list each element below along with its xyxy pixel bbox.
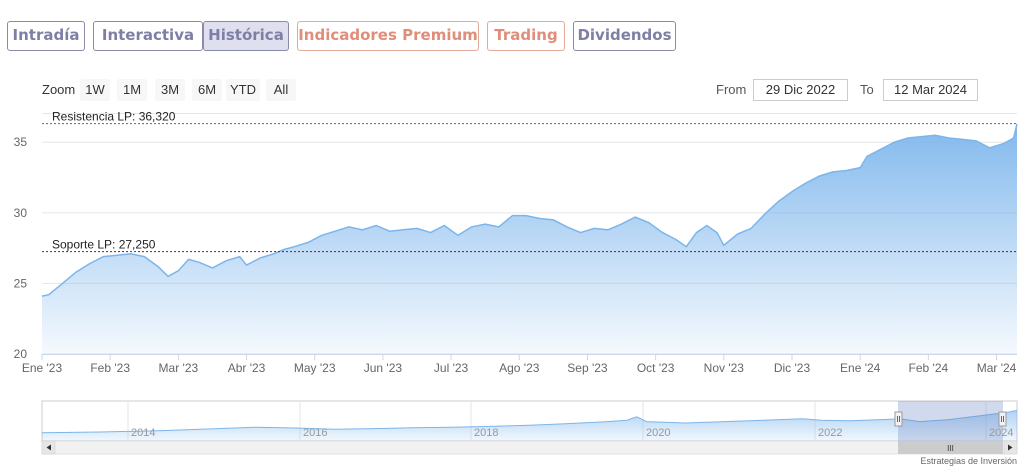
navigator-left-handle[interactable] <box>894 411 903 427</box>
scrollbar[interactable]: III <box>41 440 1018 455</box>
x-tick-label: Jun '23 <box>364 361 403 375</box>
y-tick-label: 25 <box>14 276 28 290</box>
tab-trading[interactable]: Trading <box>487 21 565 51</box>
navigator[interactable]: 2014 2016 2018 2020 2022 2024 <box>41 400 1018 442</box>
range-from-input[interactable]: 29 Dic 2022 <box>753 79 848 101</box>
annotation-label: Soporte LP: 27,250 <box>52 238 156 252</box>
chart-credits[interactable]: Estrategias de Inversión <box>920 456 1017 466</box>
price-line <box>41 123 1018 297</box>
y-tick-label: 35 <box>14 135 28 149</box>
navigator-year-label: 2022 <box>818 427 842 439</box>
navigator-line <box>41 409 1018 434</box>
navigator-year-label: 2016 <box>303 427 327 439</box>
x-tick-label: Feb '24 <box>909 361 949 375</box>
navigator-year-label: 2014 <box>131 427 155 439</box>
range-to-input[interactable]: 12 Mar 2024 <box>883 79 978 101</box>
tab-dividendos[interactable]: Dividendos <box>573 21 676 51</box>
x-tick-label: Ago '23 <box>499 361 540 375</box>
x-tick-label: Mar '24 <box>977 361 1017 375</box>
zoom-3m-button[interactable]: 3M <box>155 79 185 101</box>
chart-annotations: Resistencia LP: 36,320 Soporte LP: 27,250 <box>42 110 1017 253</box>
y-tick-label: 30 <box>14 206 28 220</box>
zoom-label: Zoom <box>42 82 76 97</box>
x-tick-label: Mar '23 <box>159 361 199 375</box>
arrow-left-icon <box>46 444 51 451</box>
x-tick-label: Feb '23 <box>90 361 130 375</box>
navigator-right-handle[interactable] <box>998 411 1007 427</box>
x-axis: Ene '23 Feb '23 Mar '23 Abr '23 May '23 Jun '… <box>22 354 1017 375</box>
navigator-year-labels: 2014 2016 2018 2020 2022 2024 <box>131 427 1013 439</box>
y-tick-label: 20 <box>14 347 28 361</box>
zoom-6m-button[interactable]: 6M <box>192 79 222 101</box>
x-tick-label: Ene '24 <box>840 361 881 375</box>
toolbar-divider <box>42 113 1017 114</box>
zoom-1m-button[interactable]: 1M <box>117 79 147 101</box>
x-tick-label: Oct '23 <box>637 361 675 375</box>
x-tick-label: Ene '23 <box>22 361 63 375</box>
scrollbar-thumb[interactable] <box>898 441 1003 454</box>
navigator-year-label: 2018 <box>474 427 498 439</box>
arrow-right-icon <box>1008 444 1013 451</box>
x-tick-label: Nov '23 <box>704 361 745 375</box>
tab-intradia[interactable]: Intradía <box>7 21 85 51</box>
x-tick-label: Sep '23 <box>567 361 608 375</box>
navigator-selection[interactable] <box>898 401 1003 441</box>
x-tick-label: Abr '23 <box>228 361 266 375</box>
range-to-label: To <box>860 82 874 97</box>
zoom-ytd-button[interactable]: YTD <box>226 79 260 101</box>
scrollbar-track[interactable] <box>41 440 1018 455</box>
scrollbar-grip-icon: III <box>947 444 954 453</box>
navigator-year-label: 2020 <box>646 427 670 439</box>
zoom-1w-button[interactable]: 1W <box>80 79 110 101</box>
range-from-label: From <box>716 82 747 97</box>
navigator-year-label: 2024 <box>989 427 1013 439</box>
x-tick-label: Dic '23 <box>774 361 811 375</box>
zoom-all-button[interactable]: All <box>266 79 296 101</box>
tab-indicadores-premium[interactable]: Indicadores Premium <box>297 21 479 51</box>
annotation-label: Resistencia LP: 36,320 <box>52 110 176 124</box>
price-area <box>42 123 1017 355</box>
tab-interactiva[interactable]: Interactiva <box>93 21 203 51</box>
y-axis: 20 25 30 35 <box>14 135 28 361</box>
x-tick-label: Jul '23 <box>434 361 469 375</box>
tab-historica[interactable]: Histórica <box>203 21 289 51</box>
x-tick-label: May '23 <box>294 361 336 375</box>
